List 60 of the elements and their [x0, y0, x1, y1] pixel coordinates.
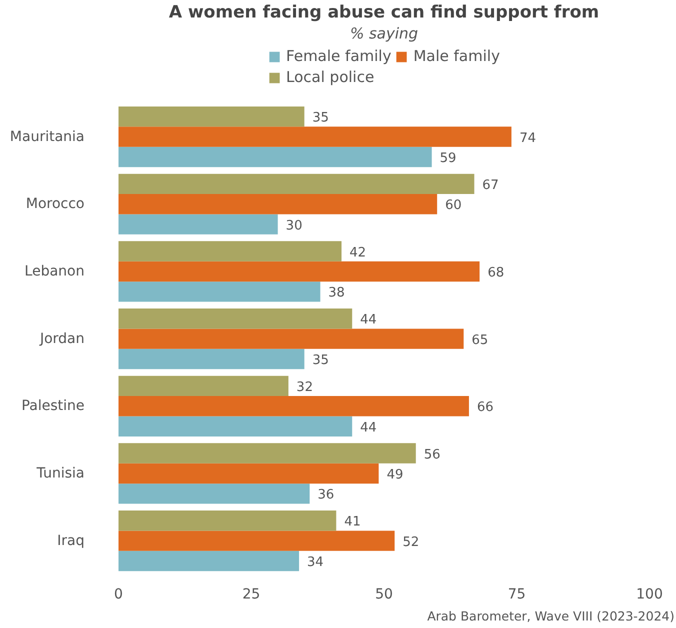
bar: [118, 174, 474, 194]
data-label: 44: [360, 312, 377, 328]
bar: [118, 241, 342, 262]
bar: [118, 146, 432, 168]
bar: [118, 550, 300, 572]
bar: [118, 443, 416, 464]
x-tick-label: 100: [636, 586, 663, 602]
data-label: 35: [312, 110, 329, 126]
bar: [118, 328, 464, 349]
data-label: 66: [476, 400, 494, 416]
data-label: 32: [296, 380, 313, 395]
legend-label: Male family: [413, 47, 500, 65]
x-tick-label: 0: [114, 586, 123, 602]
data-label: 42: [350, 245, 366, 260]
data-label: 59: [440, 150, 456, 166]
bar: [118, 530, 395, 551]
data-label: 65: [472, 332, 488, 348]
x-tick-label: 75: [508, 586, 526, 602]
bar: [118, 396, 469, 416]
data-label: 38: [328, 286, 345, 301]
x-tick-label: 25: [242, 586, 260, 602]
data-label: 44: [360, 420, 377, 436]
bar: [118, 214, 278, 234]
data-label: 67: [482, 178, 499, 193]
data-label: 68: [488, 265, 504, 280]
y-tick-label: Jordan: [38, 330, 85, 347]
bar: [118, 376, 288, 396]
y-tick-label: Mauritania: [10, 128, 85, 145]
bar: [118, 282, 320, 302]
text: Arab Barometer, Wave VIII (2023-2024): [427, 608, 675, 624]
y-tick-label: Tunisia: [36, 465, 85, 482]
data-label: 41: [344, 514, 361, 530]
legend-label: Local police: [286, 68, 374, 86]
bar: [118, 194, 438, 214]
chart-subtitle: % saying: [350, 24, 418, 42]
bar: [118, 463, 379, 484]
data-label: 30: [286, 218, 302, 234]
bar: [118, 484, 310, 504]
bar: [118, 106, 304, 127]
y-tick-label: Morocco: [26, 196, 85, 212]
y-tick-label: Iraq: [57, 532, 85, 549]
y-tick-label: Palestine: [21, 398, 85, 414]
data-label: 34: [307, 555, 324, 570]
y-tick-label: Lebanon: [24, 263, 85, 280]
data-label: 36: [318, 488, 334, 503]
data-label: 74: [519, 130, 536, 146]
bar: [118, 416, 352, 436]
data-label: 35: [312, 353, 329, 368]
bar: [118, 261, 480, 282]
data-label: 52: [402, 534, 420, 550]
data-label: 56: [424, 447, 440, 462]
chart-title: A women facing abuse can find support from: [168, 2, 600, 22]
bar: [118, 126, 512, 147]
data-label: 49: [386, 467, 404, 482]
data-label: 60: [445, 198, 462, 214]
bar: [118, 510, 336, 531]
bar: [118, 348, 304, 370]
legend-label: Female family: [286, 47, 392, 65]
bar: [118, 308, 352, 329]
x-tick-label: 50: [375, 586, 393, 602]
